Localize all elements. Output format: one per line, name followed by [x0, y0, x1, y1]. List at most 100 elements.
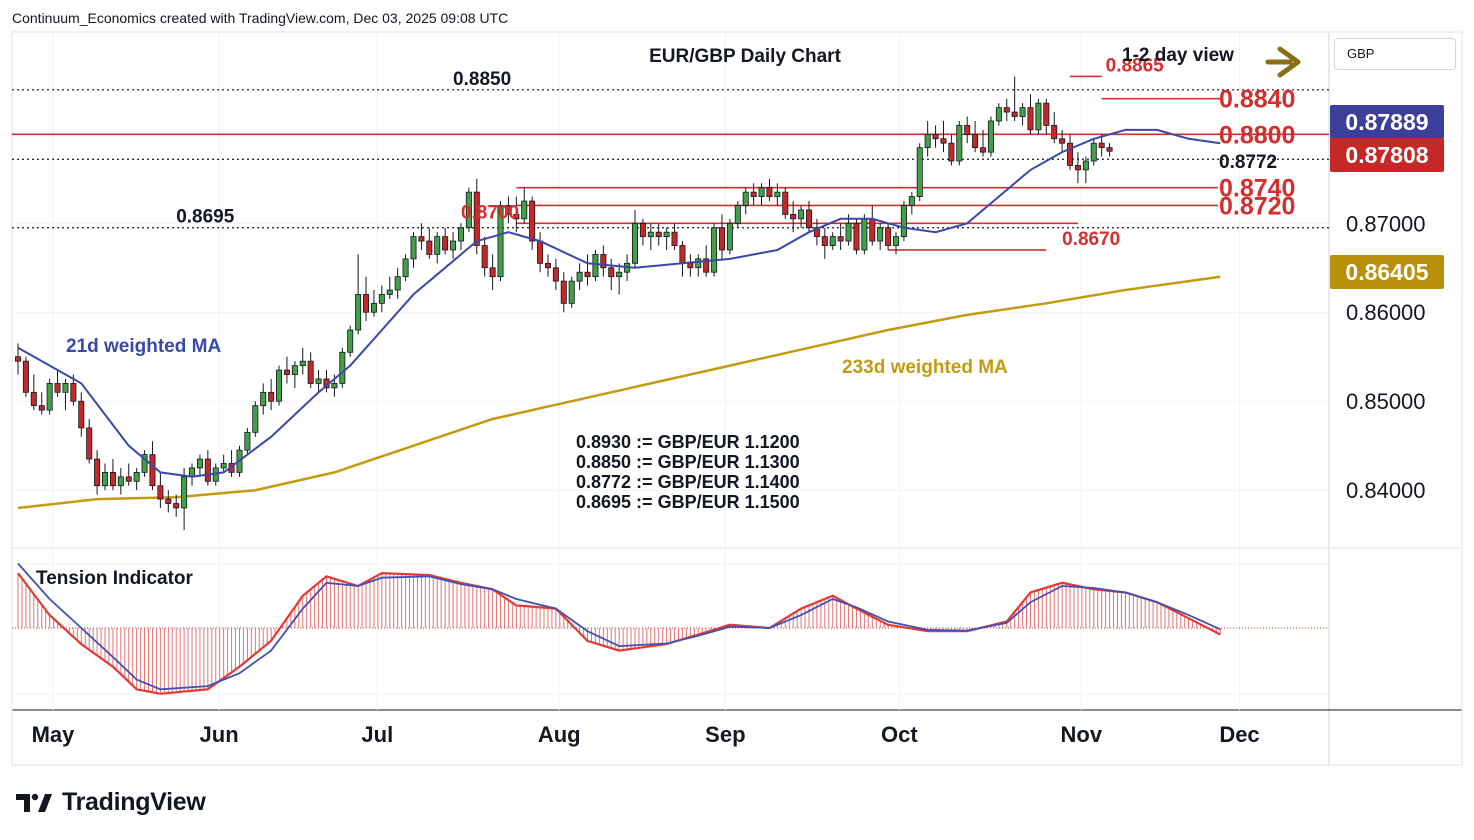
candle — [339, 347, 346, 388]
candle — [94, 450, 101, 495]
candle-body — [402, 258, 409, 278]
candle — [244, 427, 251, 455]
candle — [228, 450, 235, 477]
chart-frame — [11, 31, 1463, 766]
candle-body — [481, 245, 488, 269]
candle — [347, 325, 354, 357]
candle-body — [924, 133, 931, 149]
x-tick-label: Jun — [200, 722, 239, 747]
x-tick-label: Sep — [705, 722, 745, 747]
level-label: 0.8695 — [176, 207, 235, 228]
candle — [940, 120, 947, 153]
candle-body — [790, 213, 797, 220]
candle — [426, 227, 433, 259]
candle — [489, 254, 496, 290]
candle-body — [497, 205, 504, 278]
text-layer: 0.84000 0.85000 0.86000 0.87000 May Jun Jul Aug… — [32, 45, 1426, 747]
candle — [1051, 112, 1058, 144]
candle — [980, 129, 987, 157]
candle — [78, 392, 85, 437]
candle-body — [932, 133, 939, 140]
candle-body — [102, 471, 109, 487]
candle — [1043, 98, 1050, 135]
candle-body — [695, 258, 702, 269]
candle — [1027, 94, 1034, 135]
candle — [22, 356, 29, 397]
candle — [86, 419, 93, 464]
candle-body — [584, 271, 591, 278]
candle-body — [315, 378, 322, 384]
currency-selector[interactable]: GBP — [1334, 38, 1456, 70]
level-label: 0.8840 — [1219, 86, 1295, 114]
candle — [220, 454, 227, 473]
candle — [711, 223, 718, 277]
tradingview-logo[interactable]: TradingView — [16, 788, 206, 817]
candle — [402, 254, 409, 282]
candle-body — [829, 236, 836, 246]
candle — [133, 467, 140, 491]
candle-body — [307, 360, 314, 384]
candle-body — [244, 431, 251, 451]
candle-body — [442, 236, 449, 251]
candle — [276, 365, 283, 406]
candle-body — [1074, 165, 1081, 171]
candle — [821, 227, 828, 259]
candle — [782, 187, 789, 219]
candle-body — [46, 383, 53, 411]
candle-body — [418, 236, 425, 242]
candle — [537, 232, 544, 273]
candle-body — [647, 231, 654, 238]
candle — [260, 383, 267, 415]
candle-body — [813, 227, 820, 238]
candle-body — [544, 262, 551, 269]
candle — [869, 205, 876, 246]
candle — [932, 125, 939, 148]
candle — [829, 232, 836, 250]
candle — [117, 467, 124, 495]
candle — [46, 378, 53, 415]
candle-body — [893, 236, 900, 246]
candle-body — [181, 476, 188, 509]
candle — [196, 454, 203, 477]
tension-layer — [12, 562, 1329, 695]
candle-body — [806, 209, 813, 229]
candle-body — [1027, 107, 1034, 131]
candle-body — [616, 271, 623, 278]
candle-body — [576, 271, 583, 282]
chart-header: Continuum_Economics created with Trading… — [12, 10, 509, 26]
candle-body — [560, 280, 567, 304]
candle-body — [1106, 147, 1113, 152]
tension-fast-line — [17, 571, 1221, 695]
arrow-right-icon — [1265, 46, 1301, 78]
candle — [885, 223, 892, 250]
candle-body — [861, 218, 868, 251]
candle-body — [157, 485, 164, 500]
level-label: 0.8670 — [1062, 229, 1120, 250]
candle — [291, 361, 298, 388]
candle-body — [363, 294, 370, 313]
candle-body — [837, 236, 844, 242]
levels-layer — [12, 75, 1329, 251]
candle — [948, 134, 955, 166]
candle-body — [426, 240, 433, 255]
candle — [1011, 76, 1018, 121]
candle-body — [655, 231, 662, 238]
candle-body — [86, 427, 93, 460]
candle-body — [109, 471, 116, 487]
candle — [457, 223, 464, 250]
candle — [307, 352, 314, 388]
x-tick-label: May — [32, 722, 76, 747]
level-label: 0.8865 — [1106, 55, 1165, 76]
candle — [987, 116, 994, 157]
candle — [157, 472, 164, 508]
candle — [663, 227, 670, 250]
candle — [378, 285, 385, 313]
candle-body — [1003, 107, 1010, 113]
candle — [30, 374, 37, 411]
candle-body — [78, 400, 85, 429]
candle-body — [916, 147, 923, 197]
candle — [742, 187, 749, 215]
y-tick-label: 0.85000 — [1346, 389, 1426, 414]
candle — [568, 276, 575, 308]
